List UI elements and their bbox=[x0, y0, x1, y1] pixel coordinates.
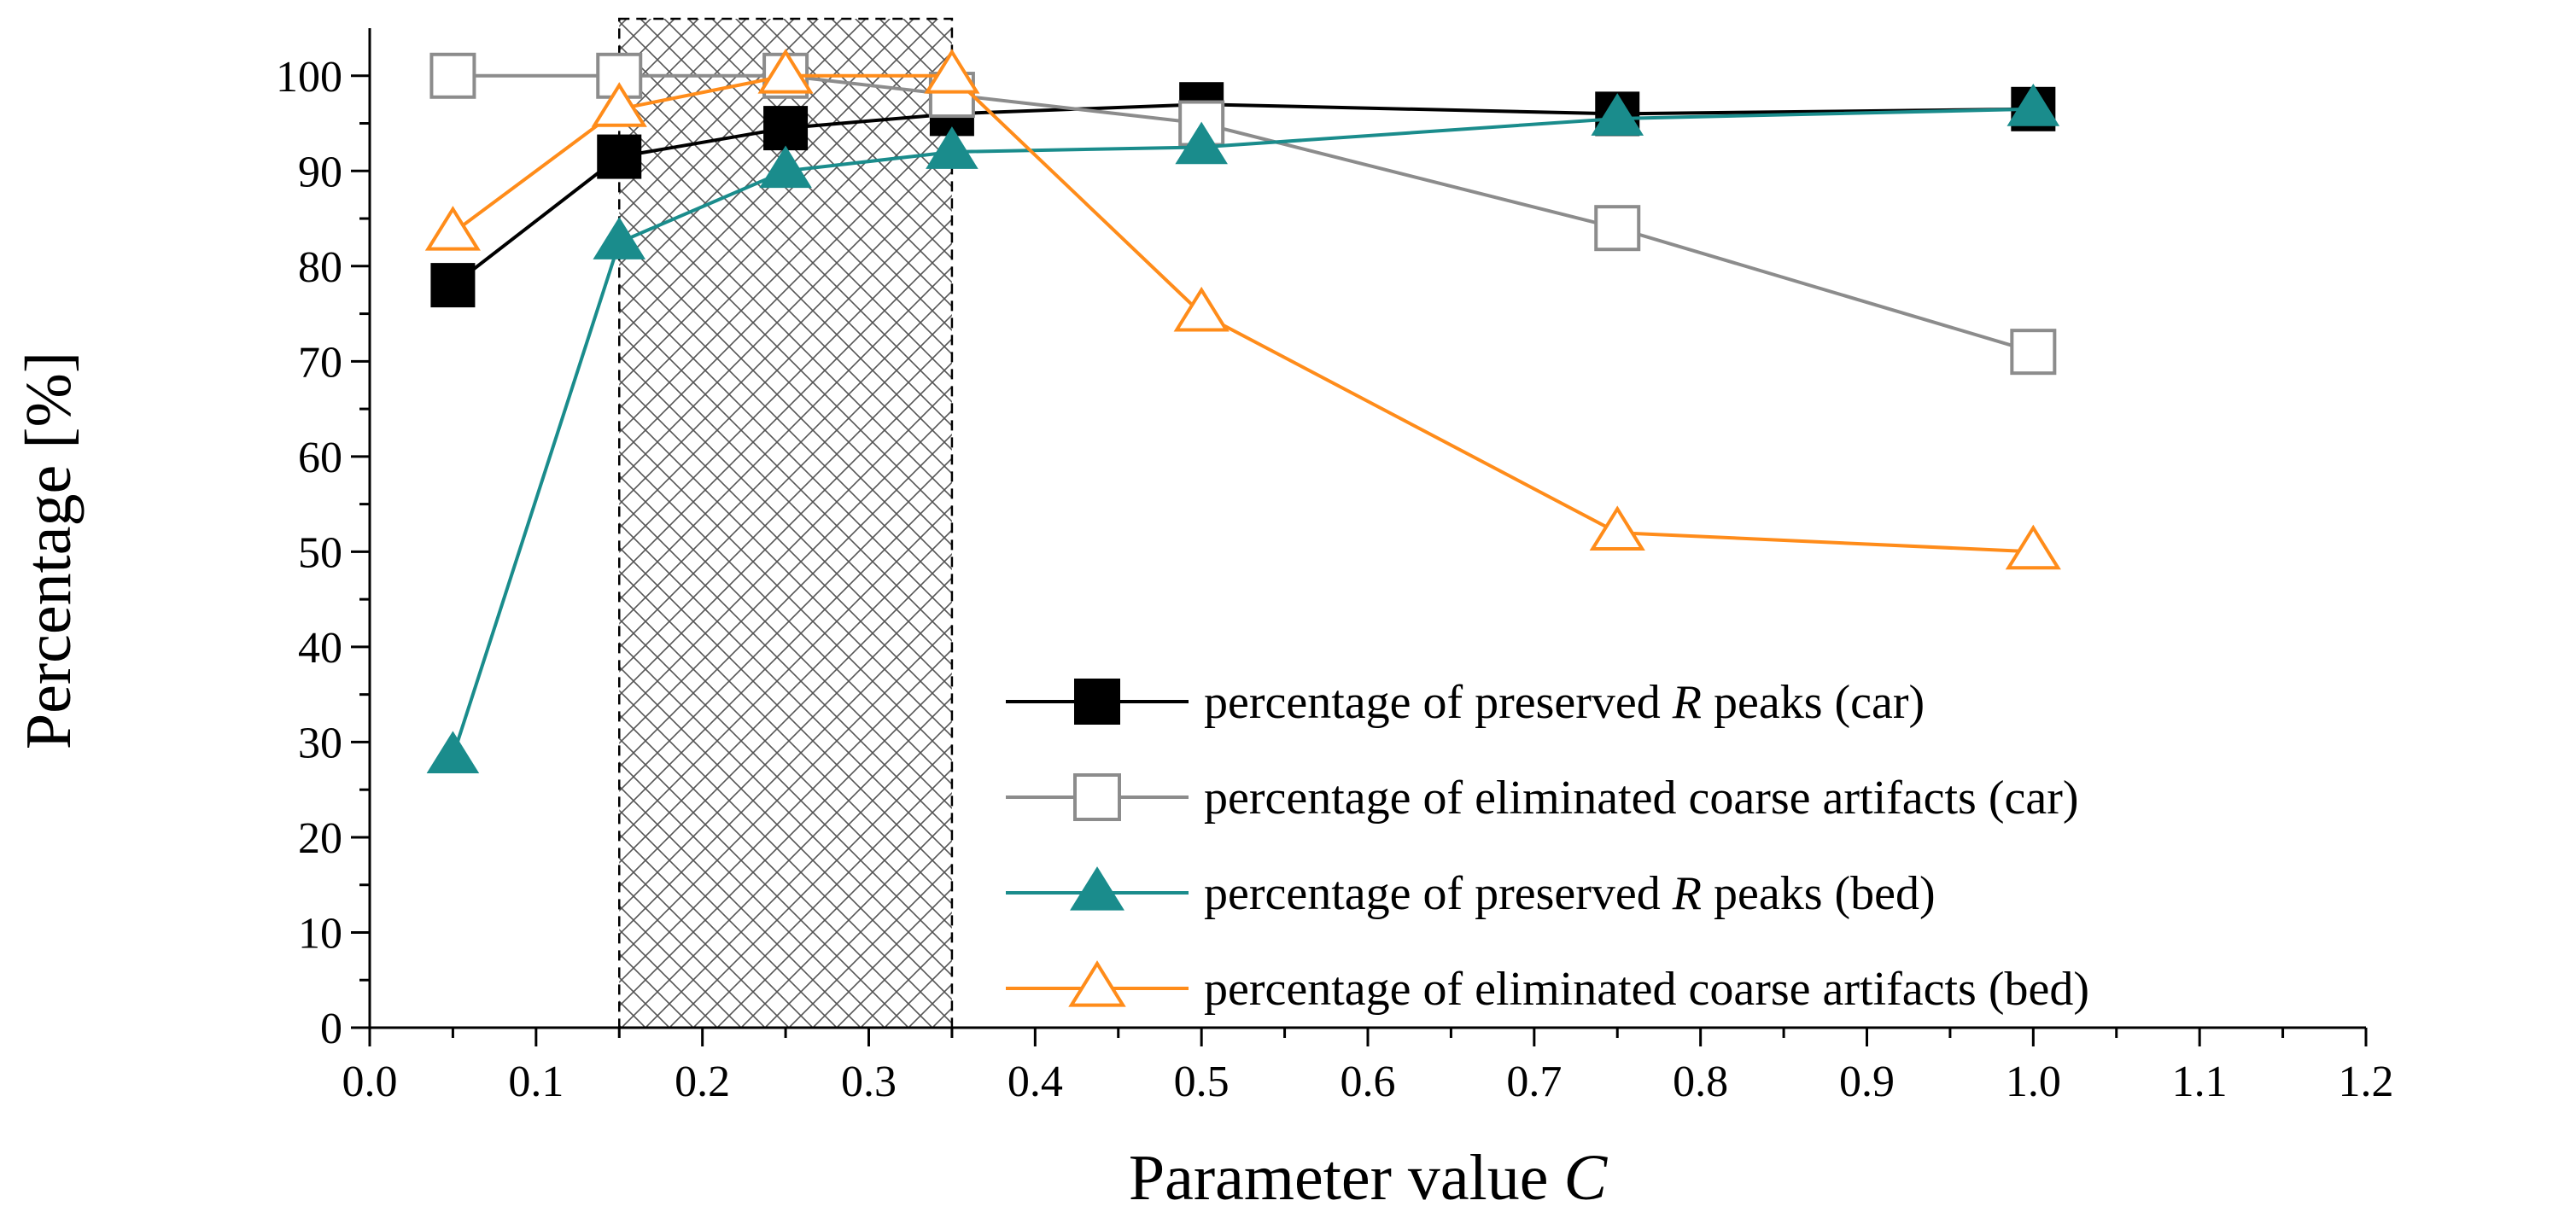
data-point bbox=[2006, 83, 2060, 126]
x-tick-label: 0.5 bbox=[1174, 1058, 1230, 1106]
legend-entry: percentage of preserved R peaks (car) bbox=[1006, 676, 1925, 729]
y-tick-label: 90 bbox=[298, 148, 342, 196]
y-tick-label: 40 bbox=[298, 624, 342, 673]
y-tick-label: 10 bbox=[298, 909, 342, 958]
x-axis-title-text: Parameter value bbox=[1129, 1142, 1549, 1214]
data-point bbox=[597, 134, 642, 179]
x-tick-label: 1.2 bbox=[2339, 1058, 2394, 1106]
legend-label-italic: R bbox=[1672, 676, 1702, 729]
y-axis-title: Percentage [%] bbox=[13, 352, 85, 749]
data-point bbox=[924, 49, 980, 94]
legend-label: percentage of eliminated coarse artifact… bbox=[1204, 772, 2079, 825]
x-axis-title: Parameter value C bbox=[1129, 1142, 1609, 1214]
legend-marker bbox=[1074, 679, 1120, 725]
y-tick-label: 100 bbox=[276, 53, 342, 102]
legend-label: percentage of preserved R peaks (car) bbox=[1204, 676, 1925, 729]
data-point bbox=[1591, 93, 1644, 136]
y-ticks: 0 10 20 30 40 50 60 70 80 90 100 bbox=[276, 53, 370, 1053]
legend-label: percentage of eliminated coarse artifact… bbox=[1204, 963, 2089, 1016]
y-tick-label: 50 bbox=[298, 528, 342, 577]
y-tick-label: 30 bbox=[298, 719, 342, 767]
data-point bbox=[2010, 329, 2057, 376]
legend-label-italic: R bbox=[1672, 867, 1702, 920]
data-point bbox=[759, 145, 812, 189]
x-tick-label: 0.3 bbox=[841, 1058, 897, 1106]
legend-entry: percentage of eliminated coarse artifact… bbox=[1006, 772, 2079, 825]
data-point bbox=[591, 82, 647, 127]
legend-marker bbox=[1070, 866, 1124, 911]
legend-marker bbox=[1068, 960, 1126, 1007]
x-tick-label: 0.9 bbox=[1839, 1058, 1895, 1106]
x-tick-label: 1.0 bbox=[2006, 1058, 2061, 1106]
data-point bbox=[426, 731, 480, 774]
legend-label-part: percentage of eliminated coarse artifact… bbox=[1204, 772, 2079, 825]
data-point bbox=[429, 52, 476, 99]
legend-label-part: peaks (car) bbox=[1702, 676, 1925, 729]
data-point bbox=[1594, 205, 1641, 252]
x-tick-label: 0.1 bbox=[508, 1058, 564, 1106]
data-point bbox=[1173, 286, 1230, 332]
x-tick-label: 0.6 bbox=[1341, 1058, 1396, 1106]
legend-label-part: percentage of eliminated coarse artifact… bbox=[1204, 963, 2089, 1016]
data-point bbox=[424, 206, 482, 251]
data-point bbox=[593, 217, 646, 259]
x-tick-label: 0.0 bbox=[342, 1058, 398, 1106]
legend-entry: percentage of preserved R peaks (bed) bbox=[1006, 866, 1936, 920]
data-point bbox=[763, 106, 809, 151]
y-tick-label: 80 bbox=[298, 243, 342, 292]
legend-label: percentage of preserved R peaks (bed) bbox=[1204, 867, 1936, 920]
legend-entry: percentage of eliminated coarse artifact… bbox=[1006, 960, 2089, 1016]
data-point bbox=[1589, 505, 1645, 551]
legend-label-part: peaks (bed) bbox=[1702, 867, 1936, 920]
data-point bbox=[430, 263, 476, 308]
data-point bbox=[926, 126, 978, 169]
x-axis-title-var: C bbox=[1563, 1142, 1608, 1214]
y-tick-label: 60 bbox=[298, 434, 342, 482]
series-4 bbox=[424, 49, 2061, 570]
series-layer bbox=[424, 49, 2061, 774]
x-tick-label: 0.8 bbox=[1673, 1058, 1728, 1106]
data-point bbox=[757, 49, 814, 94]
x-ticks: 0.0 0.1 0.2 0.3 0.4 0.5 0.6 0.7 0.8 0.9 1.0 1.1 1.2 bbox=[342, 1028, 2394, 1106]
x-tick-label: 0.2 bbox=[675, 1058, 730, 1106]
y-tick-label: 0 bbox=[320, 1005, 342, 1053]
legend-marker bbox=[1073, 773, 1121, 821]
series-3 bbox=[426, 83, 2060, 774]
legend-label-part: percentage of preserved bbox=[1204, 867, 1673, 920]
data-point bbox=[1175, 121, 1228, 165]
x-tick-label: 1.1 bbox=[2172, 1058, 2228, 1106]
data-point bbox=[2005, 524, 2061, 570]
legend: percentage of preserved R peaks (car)per… bbox=[1006, 676, 2089, 1016]
x-tick-label: 0.4 bbox=[1008, 1058, 1063, 1106]
legend-label-part: percentage of preserved bbox=[1204, 676, 1673, 729]
x-tick-label: 0.7 bbox=[1506, 1058, 1562, 1106]
y-tick-label: 20 bbox=[298, 814, 342, 863]
y-tick-label: 70 bbox=[298, 338, 342, 387]
